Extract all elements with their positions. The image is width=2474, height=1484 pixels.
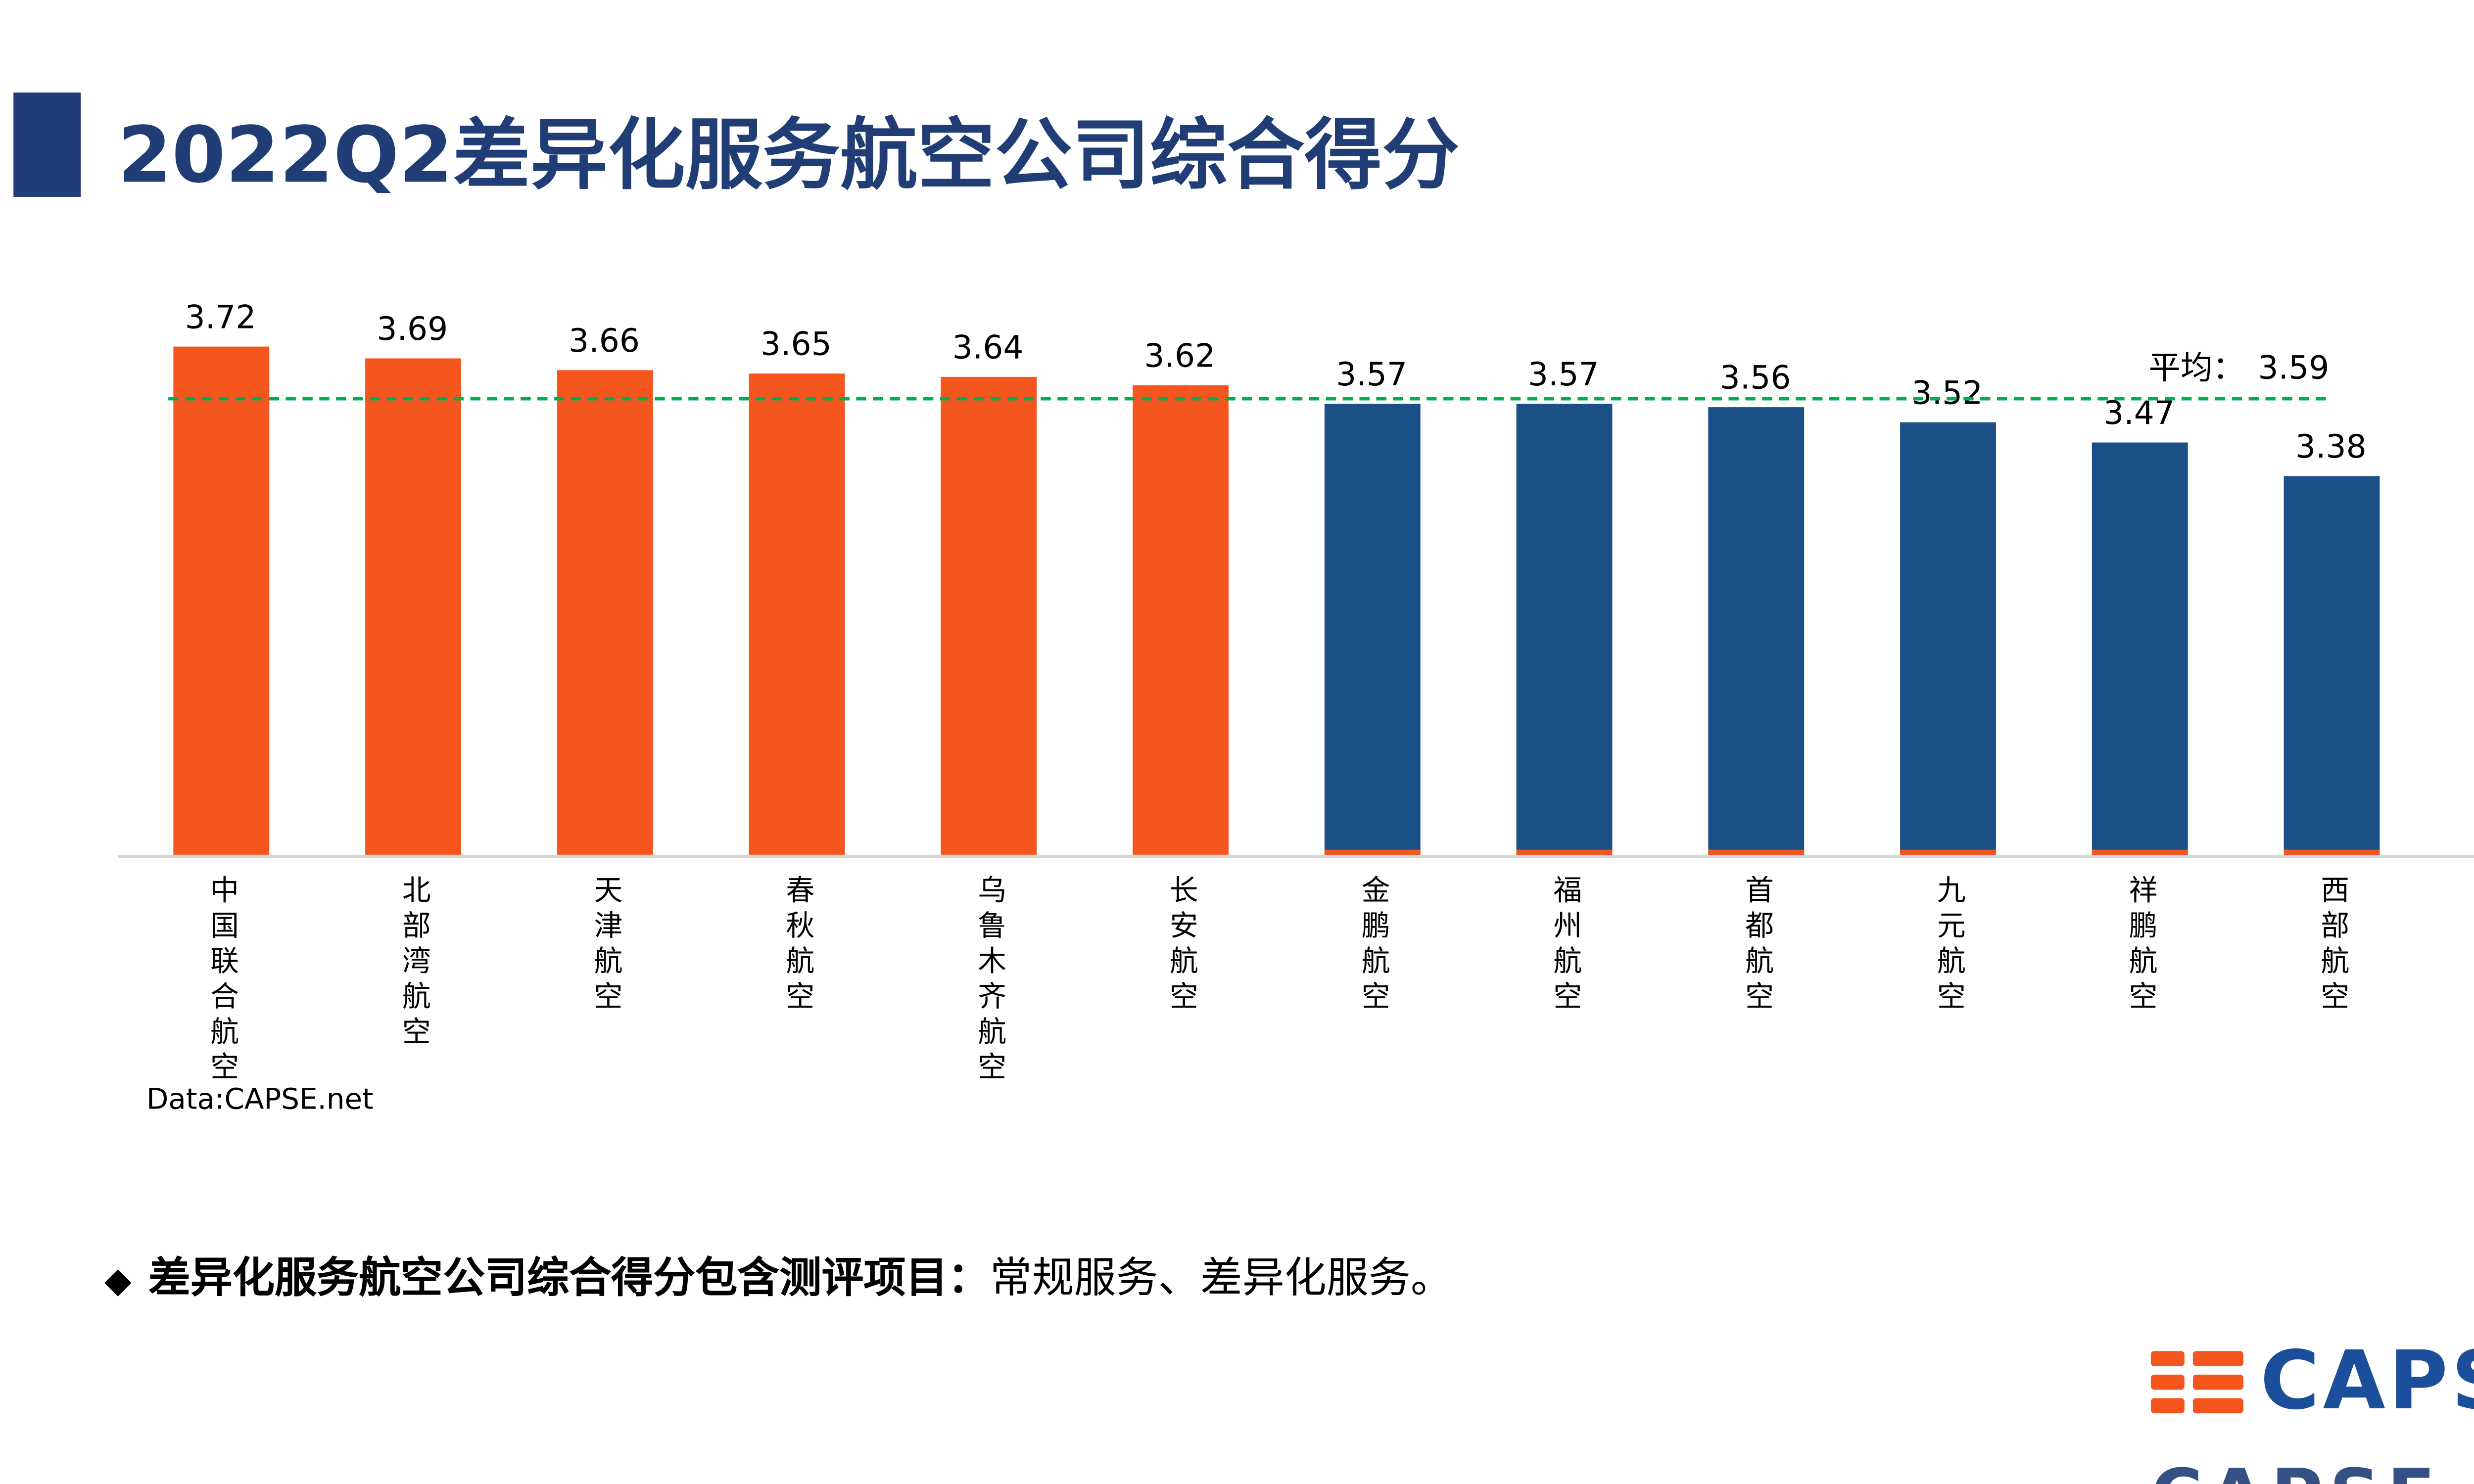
data-source-label: Data:CAPSE.net <box>146 1083 374 1117</box>
category-label: 乌鲁木齐航空 <box>971 875 1005 1087</box>
bar-value-label: 3.72 <box>185 299 256 337</box>
bar-chart: 平均： 3.59 3.72 中国联合航空 3.69 北部湾航空 3.66 天津航空 3.65 春… <box>118 252 2474 1161</box>
bar <box>556 370 653 855</box>
average-value: 3.59 <box>2258 350 2330 387</box>
bar-value-label: 3.64 <box>952 329 1024 367</box>
average-label-text: 平均： <box>2148 350 2245 387</box>
bar-value-label: 3.62 <box>1144 338 1216 375</box>
category-label: 北部湾航空 <box>395 875 429 1052</box>
bar-value-label: 3.47 <box>2103 395 2175 433</box>
bar-value-label: 3.56 <box>1719 360 1791 397</box>
bar-value-label: 3.66 <box>569 323 640 360</box>
bar <box>1899 422 1996 855</box>
footnote: ◆ 差异化服务航空公司综合得分包含测评项目：常规服务、差异化服务。 <box>104 1245 1453 1305</box>
category-label: 福州航空 <box>1546 875 1580 1017</box>
average-line <box>168 397 2326 401</box>
category-label: 金鹏航空 <box>1355 875 1389 1017</box>
bar-value-label: 3.65 <box>760 326 832 364</box>
footnote-regular-text: 常规服务、差异化服务。 <box>990 1253 1453 1302</box>
diamond-bullet-icon: ◆ <box>104 1260 132 1301</box>
bar <box>748 373 844 855</box>
bar <box>2091 442 2187 855</box>
bar <box>1324 404 1420 855</box>
bar-value-label: 3.52 <box>1911 375 1983 413</box>
category-label: 西部航空 <box>2314 875 2348 1017</box>
x-axis-line <box>118 854 2474 858</box>
page-title: 2022Q2差异化服务航空公司综合得分 <box>118 109 1460 200</box>
bar <box>172 346 269 855</box>
bar-value-label: 3.57 <box>1336 357 1408 394</box>
capse-logo: CAPSE <box>2150 1334 2474 1429</box>
category-label: 九元航空 <box>1930 875 1964 1017</box>
capse-logo-icon <box>2150 1350 2243 1413</box>
capse-logo-text: CAPSE <box>2260 1334 2474 1429</box>
bar <box>1132 385 1228 855</box>
category-label: 春秋航空 <box>779 875 813 1017</box>
bar-value-label: 3.38 <box>2295 429 2367 466</box>
bar <box>1515 404 1612 855</box>
bar <box>2283 476 2379 855</box>
bar <box>1707 407 1804 855</box>
average-label: 平均： 3.59 <box>1952 343 2330 389</box>
bar-value-label: 3.57 <box>1527 357 1599 394</box>
bar <box>364 358 461 855</box>
category-label: 祥鹏航空 <box>2122 875 2156 1017</box>
category-label: 天津航空 <box>587 875 621 1017</box>
category-label: 长安航空 <box>1163 875 1197 1017</box>
bar <box>940 376 1036 855</box>
title-accent-square <box>13 93 81 197</box>
bar-value-label: 3.69 <box>377 311 448 349</box>
cutoff-watermark-strip: CAPSE <box>2151 1454 2474 1484</box>
cutoff-watermark-text: CAPSE <box>2151 1454 2474 1484</box>
footnote-bold-text: 差异化服务航空公司综合得分包含测评项目： <box>148 1253 990 1302</box>
category-label: 中国联合航空 <box>203 875 238 1087</box>
category-label: 首都航空 <box>1738 875 1772 1017</box>
